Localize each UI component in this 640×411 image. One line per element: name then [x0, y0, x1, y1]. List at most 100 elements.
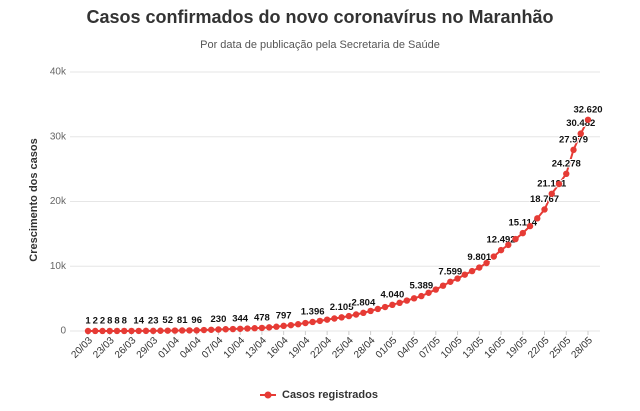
data-label: 15.114: [509, 218, 538, 229]
data-point: [265, 324, 273, 331]
data-point: [490, 253, 497, 260]
data-point: [505, 241, 512, 249]
data-label: 81: [177, 315, 188, 326]
x-tick-label: 13/05: [461, 335, 487, 361]
data-point: [280, 322, 287, 330]
data-point: [367, 307, 374, 315]
data-point: [309, 318, 316, 326]
data-point: [200, 326, 208, 334]
data-label: 797: [276, 310, 292, 321]
data-point: [381, 303, 389, 311]
x-tick-label: 10/04: [222, 335, 248, 361]
y-tick-label: 30k: [50, 131, 67, 142]
data-label: 1.396: [301, 306, 325, 317]
data-point: [439, 282, 447, 289]
data-point: [113, 327, 121, 335]
data-point: [128, 327, 135, 335]
data-label: 27.979: [559, 134, 588, 145]
data-point: [84, 327, 92, 335]
data-point: [403, 297, 411, 304]
data-point: [345, 312, 353, 320]
y-tick-label: 40k: [50, 67, 67, 78]
data-point: [461, 271, 469, 278]
x-tick-label: 04/04: [178, 335, 204, 361]
series-line: [87, 119, 589, 332]
data-point: [541, 206, 548, 213]
data-point: [410, 295, 418, 302]
data-point: [222, 326, 229, 333]
data-label: 2: [100, 316, 105, 327]
data-point: [92, 327, 99, 335]
data-label: 230: [211, 314, 227, 325]
x-tick-label: 22/05: [526, 335, 552, 361]
data-point: [548, 190, 555, 197]
data-label: 24.278: [552, 158, 581, 169]
data-point: [512, 235, 519, 243]
data-label: 32.620: [573, 104, 602, 115]
data-point: [244, 325, 251, 332]
data-point: [316, 317, 324, 325]
data-point: [193, 327, 200, 334]
data-label: 2.105: [330, 302, 354, 313]
x-tick-label: 28/05: [570, 335, 596, 361]
data-point: [287, 321, 295, 329]
data-point: [425, 289, 432, 296]
x-tick-label: 07/05: [417, 335, 443, 361]
data-point: [526, 222, 534, 230]
x-tick-label: 16/04: [265, 335, 291, 361]
data-point: [534, 215, 541, 222]
data-point: [302, 319, 309, 327]
data-point: [121, 327, 128, 335]
data-point: [432, 286, 440, 293]
data-point: [157, 327, 164, 334]
x-tick-label: 13/04: [243, 335, 269, 361]
data-point: [483, 259, 490, 267]
y-tick-label: 10k: [50, 261, 67, 272]
data-label: 96: [191, 315, 202, 326]
data-point: [186, 327, 193, 334]
data-point: [577, 130, 584, 137]
data-label: 478: [254, 312, 270, 323]
data-point: [236, 325, 244, 332]
data-point: [555, 180, 563, 188]
data-point: [468, 267, 476, 275]
x-tick-label: 23/03: [91, 335, 117, 361]
data-label: 21.191: [537, 178, 567, 189]
data-point: [273, 323, 280, 330]
x-tick-label: 25/04: [330, 335, 356, 361]
data-label: 5.389: [409, 281, 433, 292]
x-tick-label: 29/03: [135, 335, 161, 361]
data-point: [150, 327, 157, 335]
data-label: 7.599: [438, 266, 462, 277]
data-point: [179, 327, 186, 334]
data-point: [142, 327, 150, 335]
x-tick-label: 07/04: [200, 335, 226, 361]
data-label: 2.804: [351, 297, 375, 308]
data-point: [584, 116, 592, 123]
x-tick-label: 01/04: [156, 335, 182, 361]
data-point: [352, 311, 360, 318]
data-label: 344: [232, 313, 249, 324]
x-tick-label: 16/05: [483, 335, 509, 361]
x-tick-label: 26/03: [113, 335, 139, 361]
data-label: 8: [122, 315, 127, 326]
y-tick-label: 20k: [50, 196, 67, 207]
data-point: [396, 299, 403, 307]
data-point: [476, 264, 483, 271]
x-tick-label: 25/05: [548, 335, 574, 361]
data-point: [331, 315, 338, 322]
data-point: [323, 316, 331, 323]
data-point: [135, 327, 142, 335]
y-tick-label: 0: [60, 326, 66, 337]
x-tick-label: 04/05: [396, 335, 422, 361]
data-point: [338, 314, 345, 321]
chart-subtitle: Por data de publicação pela Secretaria d…: [200, 39, 440, 51]
legend-marker: [264, 391, 272, 399]
data-label: 1: [85, 316, 91, 327]
x-tick-label: 19/05: [504, 335, 530, 361]
x-tick-label: 10/05: [439, 335, 465, 361]
data-point: [251, 325, 258, 332]
data-point: [418, 292, 425, 300]
data-label: 18.767: [530, 194, 559, 205]
data-point: [447, 278, 454, 285]
